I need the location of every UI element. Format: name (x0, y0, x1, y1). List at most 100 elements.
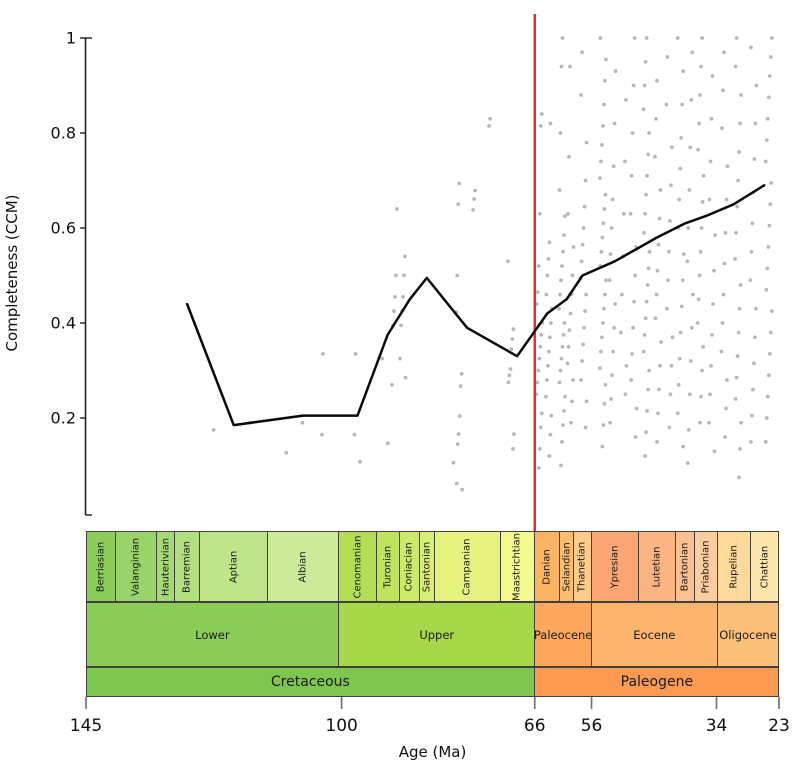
scatter-point (608, 420, 612, 425)
scatter-point (675, 36, 680, 40)
scatter-point (535, 290, 540, 294)
scatter-point (320, 432, 324, 437)
scatter-point (670, 145, 674, 150)
scatter-point (562, 233, 566, 238)
scatter-point (602, 102, 606, 107)
scatter-point (658, 363, 662, 368)
scatter-point (613, 69, 618, 74)
scatter-point (536, 368, 541, 373)
scatter-point (539, 333, 544, 337)
scatter-point (538, 425, 543, 430)
x-tick-label: 145 (70, 716, 102, 736)
scatter-point (643, 454, 647, 458)
stage-cell-coniacian: Coniacian (399, 531, 420, 602)
scatter-point (599, 349, 603, 354)
scatter-point (511, 327, 516, 332)
system-cell-cretaceous: Cretaceous (85, 667, 536, 697)
scatter-point (632, 299, 636, 304)
scatter-point (560, 344, 565, 349)
scatter-point (679, 135, 684, 140)
series-cell-label: Paleocene (533, 627, 593, 642)
scatter-point (630, 352, 634, 356)
scatter-point (599, 159, 603, 164)
system-cell-label: Paleogene (620, 674, 694, 690)
scatter-point (687, 188, 692, 192)
scatter-point (548, 335, 552, 340)
scatter-point (511, 447, 515, 451)
scatter-point (734, 36, 739, 40)
scatter-point (749, 249, 754, 254)
scatter-point (646, 152, 650, 157)
scatter-point (611, 349, 615, 354)
scatter-point (624, 97, 628, 102)
scatter-point (696, 297, 701, 302)
scatter-point (601, 423, 606, 427)
scatter-point (601, 124, 605, 128)
scatter-point (508, 367, 513, 371)
stage-row: Berriasian Valanginian Hauterivian Barremia… (0, 531, 805, 602)
scatter-point (675, 411, 680, 416)
scatter-point (666, 278, 670, 283)
scatter-point (549, 321, 553, 325)
scatter-point (580, 359, 584, 363)
scatter-point (610, 373, 614, 378)
scatter-point (701, 344, 705, 349)
scatter-point (557, 306, 561, 311)
scatter-point (724, 406, 728, 411)
scatter-point (612, 121, 617, 126)
scatter-point (733, 397, 738, 401)
stage-cell-label: Chattian (759, 545, 770, 588)
scatter-point (768, 330, 773, 335)
stage-cell-label: Aptian (228, 550, 240, 583)
stage-cell-hauterivian: Hauterivian (155, 531, 176, 602)
scatter-point (733, 64, 738, 69)
scatter-point (720, 321, 725, 325)
scatter-point (753, 335, 757, 340)
scatter-point (402, 273, 406, 278)
scatter-point (509, 347, 514, 351)
scatter-point (688, 359, 693, 363)
scatter-point (655, 439, 659, 444)
scatter-point (634, 406, 639, 411)
scatter-point (609, 397, 613, 401)
scatter-point (631, 83, 636, 88)
stage-cell-label: Priabonian (700, 540, 712, 593)
stage-cell-turonian: Turonian (375, 531, 401, 602)
scatter-point (471, 208, 476, 212)
scatter-point (680, 278, 685, 283)
scatter-point (604, 278, 608, 283)
scatter-point (487, 124, 491, 128)
series-cell-label: Lower (195, 627, 230, 642)
scatter-point (460, 487, 465, 492)
scatter-point (559, 356, 564, 361)
scatter-point (767, 223, 772, 228)
scatter-point (455, 273, 460, 278)
x-tick-label: 56 (581, 716, 603, 736)
scatter-point (766, 373, 771, 378)
scatter-point (681, 444, 686, 449)
scatter-point (685, 461, 690, 465)
scatter-point (646, 387, 650, 392)
scatter-point (506, 259, 510, 264)
scatter-point (451, 460, 456, 465)
scatter-point (678, 166, 683, 171)
scatter-point (601, 321, 605, 325)
scatter-point (688, 145, 693, 150)
scatter-point (623, 159, 627, 164)
scatter-point (647, 131, 651, 135)
scatter-point (644, 299, 649, 304)
scatter-point (678, 330, 683, 335)
scatter-point (557, 380, 562, 385)
stage-cell-thanetian: Thanetian (572, 531, 593, 602)
scatter-point (668, 219, 672, 223)
stage-cell-label: Santonian (421, 541, 433, 592)
scatter-point (699, 394, 703, 399)
scatter-point (643, 211, 647, 216)
scatter-point (685, 259, 690, 264)
scatter-point (647, 368, 651, 373)
scatter-point (753, 121, 758, 126)
scatter-point (629, 378, 633, 382)
stage-cell-label: Valanginian (130, 537, 142, 596)
scatter-point (599, 249, 604, 254)
scatter-point (584, 292, 588, 297)
